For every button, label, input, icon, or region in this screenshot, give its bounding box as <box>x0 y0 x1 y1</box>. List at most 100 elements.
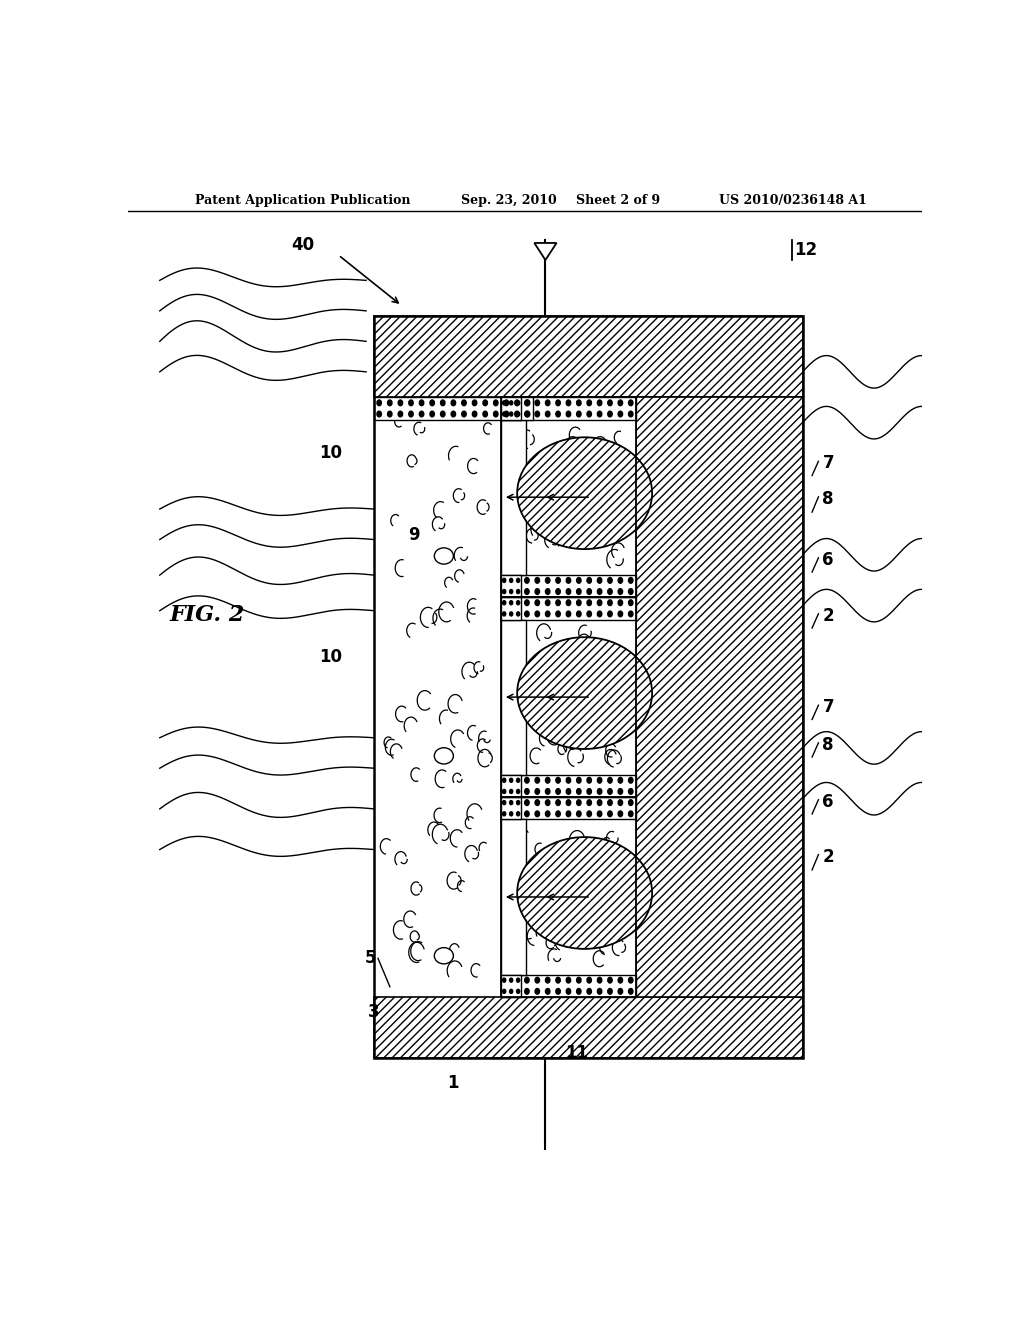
Circle shape <box>510 978 513 982</box>
Circle shape <box>546 800 550 805</box>
Text: 5: 5 <box>365 949 376 968</box>
Text: 1: 1 <box>447 1074 459 1093</box>
Circle shape <box>524 989 529 994</box>
Circle shape <box>597 777 602 783</box>
Circle shape <box>504 411 509 417</box>
Circle shape <box>503 412 506 416</box>
Ellipse shape <box>517 837 652 949</box>
Circle shape <box>516 578 520 582</box>
Circle shape <box>577 788 581 795</box>
Circle shape <box>556 411 560 417</box>
Ellipse shape <box>434 548 454 564</box>
Circle shape <box>536 578 540 583</box>
Circle shape <box>618 411 623 417</box>
Circle shape <box>566 989 570 994</box>
Text: 12: 12 <box>795 242 818 259</box>
Circle shape <box>514 599 519 606</box>
Bar <box>501 797 636 997</box>
Circle shape <box>587 589 592 594</box>
Circle shape <box>536 788 540 795</box>
Circle shape <box>516 612 520 616</box>
Text: 10: 10 <box>318 648 342 665</box>
Bar <box>501 775 636 797</box>
Circle shape <box>556 989 560 994</box>
Circle shape <box>597 788 602 795</box>
Circle shape <box>566 578 570 583</box>
Text: 9: 9 <box>408 525 420 544</box>
Circle shape <box>566 400 570 405</box>
Circle shape <box>510 812 513 816</box>
Circle shape <box>608 977 612 983</box>
Circle shape <box>452 411 456 417</box>
Circle shape <box>514 611 519 616</box>
Circle shape <box>577 599 581 606</box>
Bar <box>501 397 636 420</box>
Circle shape <box>504 589 508 594</box>
Circle shape <box>514 589 519 594</box>
Circle shape <box>510 590 513 594</box>
Circle shape <box>577 400 581 405</box>
Circle shape <box>514 989 519 994</box>
Circle shape <box>597 977 602 983</box>
Circle shape <box>536 977 540 983</box>
Bar <box>374 315 803 397</box>
Bar <box>501 397 636 597</box>
Bar <box>374 997 803 1057</box>
Circle shape <box>577 589 581 594</box>
Circle shape <box>504 400 509 405</box>
Circle shape <box>516 812 520 816</box>
Circle shape <box>503 789 506 793</box>
Bar <box>501 797 636 820</box>
Circle shape <box>597 589 602 594</box>
Circle shape <box>618 810 623 817</box>
Circle shape <box>525 400 529 405</box>
Circle shape <box>472 411 477 417</box>
Circle shape <box>494 411 498 417</box>
Circle shape <box>503 590 506 594</box>
Circle shape <box>629 589 633 594</box>
Circle shape <box>516 412 520 416</box>
Circle shape <box>524 777 529 783</box>
Circle shape <box>629 800 633 805</box>
Circle shape <box>524 611 529 616</box>
Circle shape <box>510 789 513 793</box>
Circle shape <box>536 810 540 817</box>
Circle shape <box>587 810 592 817</box>
Circle shape <box>629 411 633 417</box>
Circle shape <box>597 578 602 583</box>
Circle shape <box>556 578 560 583</box>
Circle shape <box>514 400 519 405</box>
Circle shape <box>514 800 519 805</box>
Circle shape <box>587 400 592 405</box>
Circle shape <box>504 989 508 994</box>
Circle shape <box>608 400 612 405</box>
Circle shape <box>546 777 550 783</box>
Circle shape <box>546 611 550 616</box>
Circle shape <box>566 788 570 795</box>
Circle shape <box>618 989 623 994</box>
Circle shape <box>504 578 508 583</box>
Circle shape <box>577 810 581 817</box>
Circle shape <box>494 400 498 405</box>
Circle shape <box>597 599 602 606</box>
Circle shape <box>409 411 414 417</box>
Circle shape <box>510 801 513 805</box>
Circle shape <box>577 777 581 783</box>
Bar <box>501 820 526 974</box>
Circle shape <box>510 612 513 616</box>
Circle shape <box>629 578 633 583</box>
Circle shape <box>618 788 623 795</box>
Circle shape <box>462 411 466 417</box>
Text: 7: 7 <box>822 698 834 717</box>
Circle shape <box>597 810 602 817</box>
Circle shape <box>546 977 550 983</box>
Text: 8: 8 <box>822 490 834 508</box>
Circle shape <box>510 412 513 416</box>
Circle shape <box>514 810 519 817</box>
Circle shape <box>577 578 581 583</box>
Circle shape <box>516 989 520 994</box>
Circle shape <box>504 400 508 405</box>
Circle shape <box>597 611 602 616</box>
Text: 11: 11 <box>565 1044 588 1061</box>
Circle shape <box>377 400 381 405</box>
